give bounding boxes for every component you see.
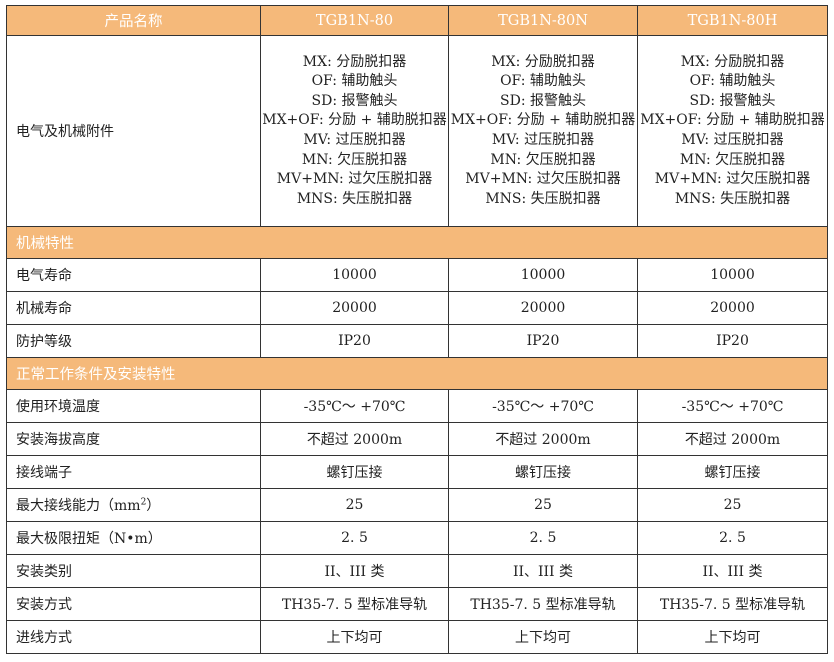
accessory-item: MN: 欠压脱扣器 <box>301 151 408 168</box>
row-value: 10000 <box>637 258 828 292</box>
accessories-cell: MX: 分励脱扣器 OF: 辅助触头 SD: 报警触头 MX+OF: 分励 + 辅助脱… <box>448 35 638 227</box>
section-title: 机械特性 <box>6 226 828 259</box>
row-value: 2. 5 <box>260 521 449 555</box>
row-value: 25 <box>448 488 638 522</box>
table-row: 接线端子 螺钉压接 螺钉压接 螺钉压接 <box>6 455 828 489</box>
accessory-item: MX: 分励脱扣器 <box>680 53 785 70</box>
accessory-item: OF: 辅助触头 <box>311 73 398 90</box>
row-label: 机械寿命 <box>6 291 261 325</box>
row-value: 螺钉压接 <box>260 455 449 489</box>
model-header: TGB1N-80 <box>260 5 449 36</box>
row-value: IP20 <box>448 324 638 358</box>
model-header: TGB1N-80N <box>448 5 638 36</box>
table-row: 安装海拔高度 不超过 2000m 不超过 2000m 不超过 2000m <box>6 422 828 456</box>
row-value: TH35-7. 5 型标准导轨 <box>637 587 828 621</box>
accessory-item: MV+MN: 过欠压脱扣器 <box>276 171 433 188</box>
row-value: 螺钉压接 <box>637 455 828 489</box>
accessory-item: MNS: 失压脱扣器 <box>485 190 601 207</box>
row-value: 20000 <box>260 291 449 325</box>
row-label: 电气及机械附件 <box>6 35 261 227</box>
row-value: IP20 <box>260 324 449 358</box>
accessory-item: SD: 报警触头 <box>500 92 586 109</box>
row-value: TH35-7. 5 型标准导轨 <box>260 587 449 621</box>
row-value: 20000 <box>448 291 638 325</box>
model-header: TGB1N-80H <box>637 5 828 36</box>
table-row: 电气寿命 10000 10000 10000 <box>6 258 828 292</box>
accessory-item: MV: 过压脱扣器 <box>303 132 406 148</box>
row-value: II、III 类 <box>260 554 449 588</box>
row-value: IP20 <box>637 324 828 358</box>
accessory-item: MX+OF: 分励 + 辅助脱扣器 <box>640 112 825 129</box>
row-value: 25 <box>260 488 449 522</box>
row-label: 安装方式 <box>6 587 261 621</box>
row-value: 2. 5 <box>637 521 828 555</box>
product-name-header: 产品名称 <box>6 5 261 36</box>
accessory-item: MX+OF: 分励 + 辅助脱扣器 <box>262 112 447 129</box>
row-label: 防护等级 <box>6 324 261 358</box>
row-value: 上下均可 <box>260 620 449 654</box>
row-label: 电气寿命 <box>6 258 261 292</box>
row-value: 上下均可 <box>448 620 638 654</box>
accessory-item: MV: 过压脱扣器 <box>491 132 595 148</box>
table-row: 最大接线能力（mm2） 25 25 25 <box>6 488 828 522</box>
row-label: 进线方式 <box>6 620 261 654</box>
accessory-item: MN: 欠压脱扣器 <box>679 151 786 168</box>
row-value: 不超过 2000m <box>448 422 638 456</box>
header-row: 产品名称 TGB1N-80 TGB1N-80N TGB1N-80H <box>6 5 828 36</box>
row-label: 接线端子 <box>6 455 261 489</box>
table-row: 进线方式 上下均可 上下均可 上下均可 <box>6 620 828 654</box>
row-label: 最大极限扭矩（N•m） <box>6 521 261 555</box>
row-value: 10000 <box>260 258 449 292</box>
row-value: 10000 <box>448 258 638 292</box>
section-title: 正常工作条件及安装特性 <box>6 357 828 390</box>
row-value: II、III 类 <box>637 554 828 588</box>
accessory-item: MX+OF: 分励 + 辅助脱扣器 <box>450 112 636 129</box>
row-value: 2. 5 <box>448 521 638 555</box>
accessory-item: MV+MN: 过欠压脱扣器 <box>654 171 811 188</box>
accessory-item: MX: 分励脱扣器 <box>302 53 407 70</box>
table-row: 安装方式 TH35-7. 5 型标准导轨 TH35-7. 5 型标准导轨 TH35-7… <box>6 587 828 621</box>
accessory-item: OF: 辅助触头 <box>500 73 586 90</box>
row-value: TH35-7. 5 型标准导轨 <box>448 587 638 621</box>
section-header: 正常工作条件及安装特性 <box>6 357 828 390</box>
accessory-item: SD: 报警触头 <box>689 92 776 109</box>
row-value: 不超过 2000m <box>260 422 449 456</box>
row-value: II、III 类 <box>448 554 638 588</box>
accessory-item: MX: 分励脱扣器 <box>491 53 595 70</box>
row-label: 最大接线能力（mm2） <box>6 488 261 522</box>
table-row: 机械寿命 20000 20000 20000 <box>6 291 828 325</box>
row-value: 螺钉压接 <box>448 455 638 489</box>
accessories-cell: MX: 分励脱扣器 OF: 辅助触头 SD: 报警触头 MX+OF: 分励 + 辅助脱… <box>260 35 449 227</box>
row-value: -35℃～ +70℃ <box>448 389 638 423</box>
table-row: 安装类别 II、III 类 II、III 类 II、III 类 <box>6 554 828 588</box>
section-header: 机械特性 <box>6 226 828 259</box>
accessories-row: 电气及机械附件 MX: 分励脱扣器 OF: 辅助触头 SD: 报警触头 MX+OF: 分… <box>6 35 828 227</box>
table-row: 使用环境温度 -35℃～ +70℃ -35℃～ +70℃ -35℃～ +70℃ <box>6 389 828 423</box>
accessory-item: MNS: 失压脱扣器 <box>296 190 413 207</box>
table-row: 防护等级 IP20 IP20 IP20 <box>6 324 828 358</box>
accessory-item: SD: 报警触头 <box>311 92 398 109</box>
accessories-cell: MX: 分励脱扣器 OF: 辅助触头 SD: 报警触头 MX+OF: 分励 + 辅助脱… <box>637 35 828 227</box>
accessory-item: MV+MN: 过欠压脱扣器 <box>465 171 621 188</box>
row-label: 使用环境温度 <box>6 389 261 423</box>
row-value: 20000 <box>637 291 828 325</box>
row-value: 上下均可 <box>637 620 828 654</box>
row-label: 安装海拔高度 <box>6 422 261 456</box>
row-label: 安装类别 <box>6 554 261 588</box>
row-value: -35℃～ +70℃ <box>260 389 449 423</box>
row-value: 25 <box>637 488 828 522</box>
accessory-item: MN: 欠压脱扣器 <box>490 151 596 168</box>
row-value: 不超过 2000m <box>637 422 828 456</box>
row-value: -35℃～ +70℃ <box>637 389 828 423</box>
accessory-item: MV: 过压脱扣器 <box>681 132 784 148</box>
table-row: 最大极限扭矩（N•m） 2. 5 2. 5 2. 5 <box>6 521 828 555</box>
accessory-item: OF: 辅助触头 <box>689 73 776 90</box>
product-spec-table: 产品名称 TGB1N-80 TGB1N-80N TGB1N-80H 电气及机械附件 MX:… <box>6 5 828 654</box>
accessory-item: MNS: 失压脱扣器 <box>674 190 791 207</box>
